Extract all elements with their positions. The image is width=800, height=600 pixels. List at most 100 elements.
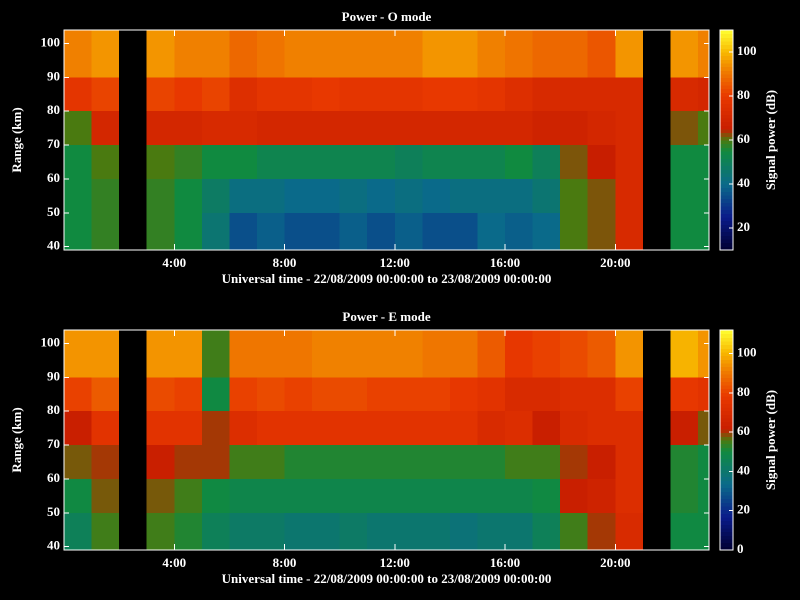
heat-cell <box>340 445 368 479</box>
heat-cell <box>533 77 561 111</box>
heat-cell <box>312 145 340 179</box>
colorbar-segment <box>720 436 733 440</box>
heat-cell <box>477 30 505 77</box>
colorbar-segment <box>720 455 733 459</box>
colorbar-segment <box>720 199 733 203</box>
x-tick-label: 20:00 <box>600 255 630 270</box>
colorbar-segment <box>720 484 733 488</box>
heat-cell <box>395 411 423 445</box>
x-axis-label: Universal time - 22/08/2009 00:00:00 to … <box>222 271 552 286</box>
heat-cell <box>422 77 450 111</box>
colorbar-segment <box>720 228 733 232</box>
heat-cell <box>560 411 588 445</box>
heat-cell <box>202 30 230 77</box>
heat-cell <box>174 513 202 550</box>
colorbar-segment <box>720 414 733 418</box>
heat-cell <box>92 145 120 179</box>
heat-cell <box>229 111 257 145</box>
heat-cell <box>229 411 257 445</box>
colorbar-segment <box>720 488 733 492</box>
heat-cell <box>698 479 709 513</box>
colorbar-segment <box>720 140 733 144</box>
heat-cell <box>670 445 698 479</box>
heat-cell <box>615 330 643 377</box>
colorbar-segment <box>720 374 733 378</box>
heat-cell <box>477 179 505 213</box>
heat-cell <box>257 445 285 479</box>
heat-cell <box>450 377 478 411</box>
colorbar-segment <box>720 52 733 56</box>
heat-cell <box>312 513 340 550</box>
heat-cell <box>202 145 230 179</box>
colorbar-segment <box>720 158 733 162</box>
colorbar-segment <box>720 232 733 236</box>
heat-cell <box>202 445 230 479</box>
heat-cell <box>477 213 505 250</box>
heat-cell <box>257 30 285 77</box>
colorbar-segment <box>720 239 733 243</box>
heat-cell <box>367 179 395 213</box>
heat-cell <box>174 30 202 77</box>
heat-cell <box>533 411 561 445</box>
heat-cell <box>422 179 450 213</box>
x-tick-label: 4:00 <box>162 255 186 270</box>
heat-cell <box>285 377 313 411</box>
heat-cell <box>588 111 616 145</box>
colorbar-segment <box>720 37 733 41</box>
colorbar-segment <box>720 107 733 111</box>
colorbar-segment <box>720 411 733 415</box>
heat-cell <box>505 330 533 377</box>
heat-cell <box>505 77 533 111</box>
heat-cell <box>340 145 368 179</box>
colorbar-segment <box>720 447 733 451</box>
x-tick-label: 16:00 <box>490 255 520 270</box>
colorbar-segment <box>720 96 733 100</box>
heat-cell <box>367 330 395 377</box>
x-tick-label: 12:00 <box>380 555 410 570</box>
heat-cell <box>92 179 120 213</box>
colorbar-segment <box>720 202 733 206</box>
colorbar-tick-label: 60 <box>737 131 750 146</box>
heat-cell <box>477 77 505 111</box>
heat-cell <box>367 411 395 445</box>
heat-cell <box>312 179 340 213</box>
colorbar-segment <box>720 444 733 448</box>
colorbar-segment <box>720 499 733 503</box>
heat-cell <box>505 179 533 213</box>
heat-cell <box>312 213 340 250</box>
colorbar-segment <box>720 184 733 188</box>
heat-cell <box>560 513 588 550</box>
heat-cell <box>698 330 709 377</box>
y-tick-label: 80 <box>47 102 60 117</box>
heat-cell <box>615 111 643 145</box>
colorbar-segment <box>720 418 733 422</box>
heat-cell <box>202 111 230 145</box>
heat-cell <box>560 330 588 377</box>
heat-cell <box>505 111 533 145</box>
y-tick-label: 90 <box>47 368 60 383</box>
heat-cell <box>422 213 450 250</box>
heat-cell <box>698 111 709 145</box>
heat-cell <box>92 30 120 77</box>
colorbar-tick-label: 20 <box>737 219 750 234</box>
heat-cell <box>64 145 92 179</box>
heat-cell <box>698 445 709 479</box>
heat-cell <box>202 377 230 411</box>
heat-cell <box>64 411 92 445</box>
heat-cell <box>533 330 561 377</box>
colorbar-segment <box>720 100 733 104</box>
colorbar-segment <box>720 191 733 195</box>
colorbar-segment <box>720 543 733 547</box>
heat-cell <box>64 445 92 479</box>
heat-cell <box>92 213 120 250</box>
heat-cell <box>367 513 395 550</box>
colorbar-segment <box>720 491 733 495</box>
heat-cell <box>395 445 423 479</box>
x-tick-label: 20:00 <box>600 555 630 570</box>
heat-cell <box>312 377 340 411</box>
heat-cell <box>422 330 450 377</box>
heat-cell <box>340 213 368 250</box>
colorbar-segment <box>720 155 733 159</box>
